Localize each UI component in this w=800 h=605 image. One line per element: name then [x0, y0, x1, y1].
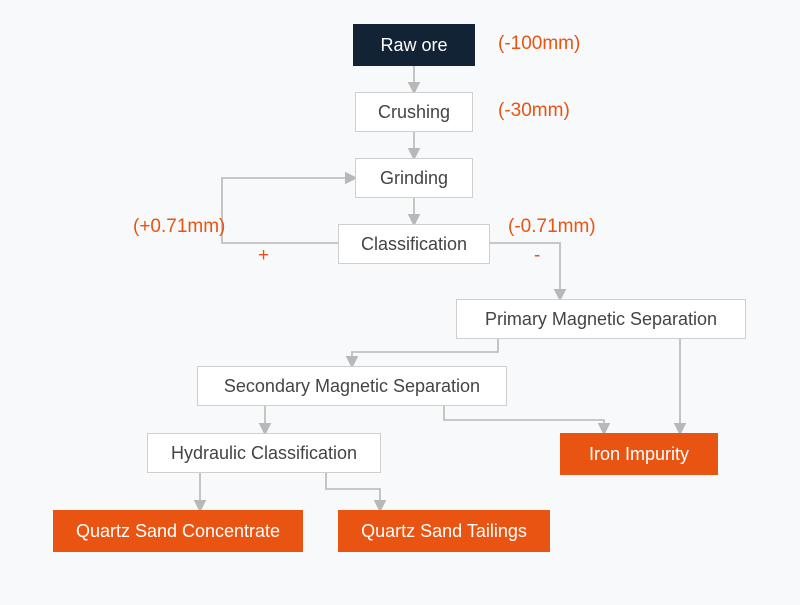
- node-crushing: Crushing: [355, 92, 473, 132]
- node-iron-impurity: Iron Impurity: [560, 433, 718, 475]
- annot-minus-sign: -: [534, 245, 540, 267]
- node-classification: Classification: [338, 224, 490, 264]
- annot-plus-sign: +: [258, 245, 269, 267]
- annot-minus-size: (-0.71mm): [508, 216, 596, 238]
- annot-raw-size: (-100mm): [498, 33, 580, 55]
- node-grinding: Grinding: [355, 158, 473, 198]
- annot-crush-size: (-30mm): [498, 100, 570, 122]
- node-tailings: Quartz Sand Tailings: [338, 510, 550, 552]
- node-hydraulic: Hydraulic Classification: [147, 433, 381, 473]
- node-secondary-magnetic: Secondary Magnetic Separation: [197, 366, 507, 406]
- annot-plus-size: (+0.71mm): [133, 216, 225, 238]
- node-raw-ore: Raw ore: [353, 24, 475, 66]
- node-concentrate: Quartz Sand Concentrate: [53, 510, 303, 552]
- node-primary-magnetic: Primary Magnetic Separation: [456, 299, 746, 339]
